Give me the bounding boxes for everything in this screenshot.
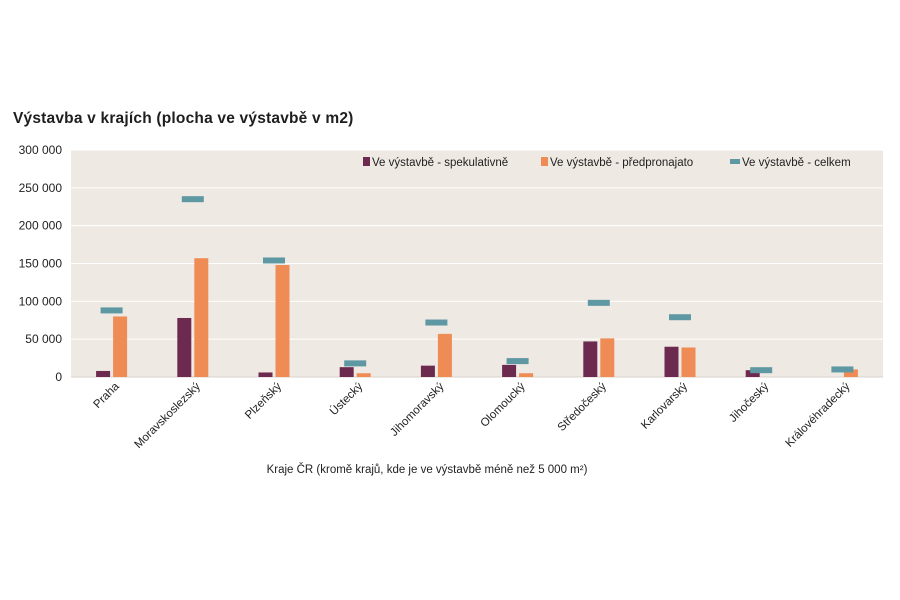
x-tick-label: Plzeňský	[243, 380, 284, 421]
bar-predpronajato	[843, 369, 858, 377]
x-tick-label: Ústecký	[327, 380, 365, 418]
marker-celkem	[831, 366, 854, 373]
y-tick-label: 250 000	[19, 181, 63, 195]
x-tick-label: Karlovarský	[639, 380, 690, 431]
chart-title: Výstavba v krajích (plocha ve výstavbě v…	[13, 110, 354, 127]
marker-celkem	[263, 257, 285, 264]
bar-predpronajato	[437, 333, 452, 377]
marker-celkem	[506, 358, 529, 365]
legend-swatch	[541, 157, 548, 166]
marker-celkem	[669, 314, 691, 321]
bar-spekulativne	[258, 372, 273, 377]
legend-label: Ve výstavbě - celkem	[742, 157, 851, 169]
legend-swatch	[730, 159, 740, 164]
bars	[96, 196, 858, 377]
marker-celkem	[181, 196, 204, 203]
y-tick-label: 50 000	[25, 332, 62, 346]
bar-predpronajato	[113, 316, 128, 377]
bar-spekulativne	[96, 370, 111, 377]
y-tick-label: 200 000	[19, 219, 63, 233]
marker-celkem	[750, 367, 773, 374]
marker-celkem	[344, 360, 367, 367]
bar-predpronajato	[600, 338, 615, 377]
marker-celkem	[587, 299, 610, 306]
y-tick-label: 300 000	[19, 143, 63, 157]
x-tick-label: Jihočeský	[727, 380, 771, 424]
marker-celkem	[100, 307, 123, 314]
legend-label: Ve výstavbě - spekulativně	[372, 157, 508, 169]
y-tick-label: 100 000	[19, 294, 63, 308]
bar-spekulativne	[420, 365, 435, 377]
legend-swatch	[363, 157, 370, 166]
bar-predpronajato	[356, 373, 371, 377]
bar-spekulativne	[177, 317, 192, 377]
bar-spekulativne	[339, 367, 354, 377]
legend-label: Ve výstavbě - předpronajato	[550, 157, 693, 169]
x-tick-label: Středočeský	[556, 380, 609, 433]
x-tick-label: Královéhradecký	[783, 380, 852, 449]
marker-celkem	[425, 319, 448, 326]
x-axis: Praha Moravskoslezský Plzeňský Ústecký Jihom…	[92, 380, 853, 451]
gridlines	[71, 149, 883, 378]
y-tick-label: 150 000	[19, 257, 63, 271]
x-tick-label: Jihomoravský	[388, 380, 446, 438]
y-tick-label: 0	[55, 370, 62, 384]
x-tick-label: Moravskoslezský	[133, 380, 204, 451]
x-axis-label: Kraje ČR (kromě krajů, kde je ve výstavb…	[267, 463, 588, 476]
x-tick-label: Praha	[92, 380, 123, 411]
bar-predpronajato	[681, 347, 696, 377]
bar-predpronajato	[194, 258, 209, 377]
y-axis: 0 50 000 100 000 150 000 200 000 250 000 300 0…	[19, 143, 63, 384]
bar-predpronajato	[519, 373, 534, 377]
bar-spekulativne	[502, 364, 517, 377]
bar-predpronajato	[275, 265, 290, 377]
bar-spekulativne	[664, 346, 679, 377]
bar-spekulativne	[745, 370, 760, 377]
x-tick-label: Olomoucký	[479, 380, 528, 429]
bar-spekulativne	[583, 341, 598, 377]
legend: Ve výstavbě - spekulativně Ve výstavbě - …	[363, 157, 851, 169]
